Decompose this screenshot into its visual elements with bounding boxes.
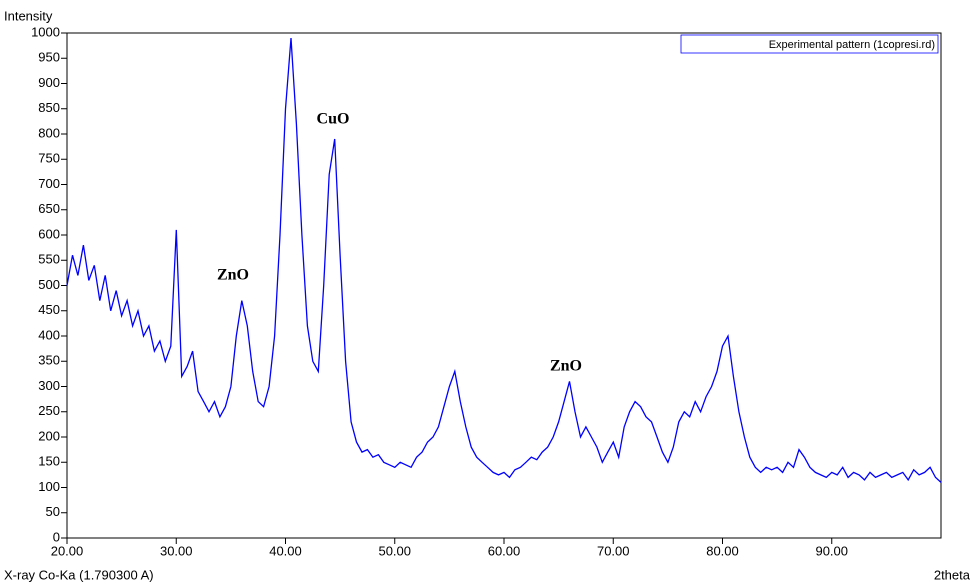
chart: Intensity X-ray Co-Ka (1.790300 A) 2thet… xyxy=(0,0,974,586)
y-tick-label: 200 xyxy=(38,428,60,443)
y-axis-label: Intensity xyxy=(4,8,53,23)
y-tick-label: 1000 xyxy=(31,24,60,39)
y-tick-label: 100 xyxy=(38,479,60,494)
y-tick-label: 850 xyxy=(38,100,60,115)
plot-area xyxy=(67,33,941,538)
y-tick-label: 400 xyxy=(38,327,60,342)
x-tick-label: 40.00 xyxy=(269,543,302,558)
x-axis-label: 2theta xyxy=(934,567,971,582)
data-line xyxy=(67,38,941,482)
y-tick-label: 300 xyxy=(38,378,60,393)
y-tick-label: 650 xyxy=(38,201,60,216)
annotation: ZnO xyxy=(217,267,249,284)
x-tick-label: 70.00 xyxy=(597,543,630,558)
y-tick-label: 50 xyxy=(46,504,60,519)
y-tick-label: 950 xyxy=(38,50,60,65)
legend-label: Experimental pattern (1copresi.rd) xyxy=(769,39,935,51)
page: Intensity X-ray Co-Ka (1.790300 A) 2thet… xyxy=(0,0,974,586)
y-tick-label: 750 xyxy=(38,151,60,166)
y-tick-label: 0 xyxy=(53,529,60,544)
annotation: CuO xyxy=(317,111,350,128)
x-tick-label: 50.00 xyxy=(378,543,411,558)
x-tick-label: 80.00 xyxy=(706,543,739,558)
y-tick-label: 800 xyxy=(38,125,60,140)
y-tick-label: 250 xyxy=(38,403,60,418)
y-tick-label: 900 xyxy=(38,75,60,90)
y-tick-label: 450 xyxy=(38,302,60,317)
y-tick-label: 700 xyxy=(38,176,60,191)
y-tick-label: 600 xyxy=(38,226,60,241)
x-tick-label: 60.00 xyxy=(488,543,521,558)
y-tick-label: 550 xyxy=(38,252,60,267)
footer: X-ray Co-Ka (1.790300 A) xyxy=(4,567,154,582)
y-tick-label: 150 xyxy=(38,454,60,469)
annotation: ZnO xyxy=(550,358,582,375)
y-tick-label: 350 xyxy=(38,353,60,368)
x-tick-label: 30.00 xyxy=(160,543,193,558)
y-tick-label: 500 xyxy=(38,277,60,292)
x-tick-label: 20.00 xyxy=(51,543,84,558)
x-tick-label: 90.00 xyxy=(815,543,848,558)
